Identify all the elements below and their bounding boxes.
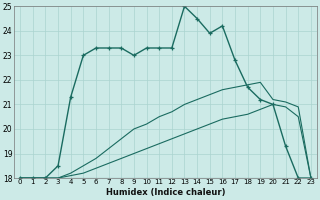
X-axis label: Humidex (Indice chaleur): Humidex (Indice chaleur) (106, 188, 225, 197)
